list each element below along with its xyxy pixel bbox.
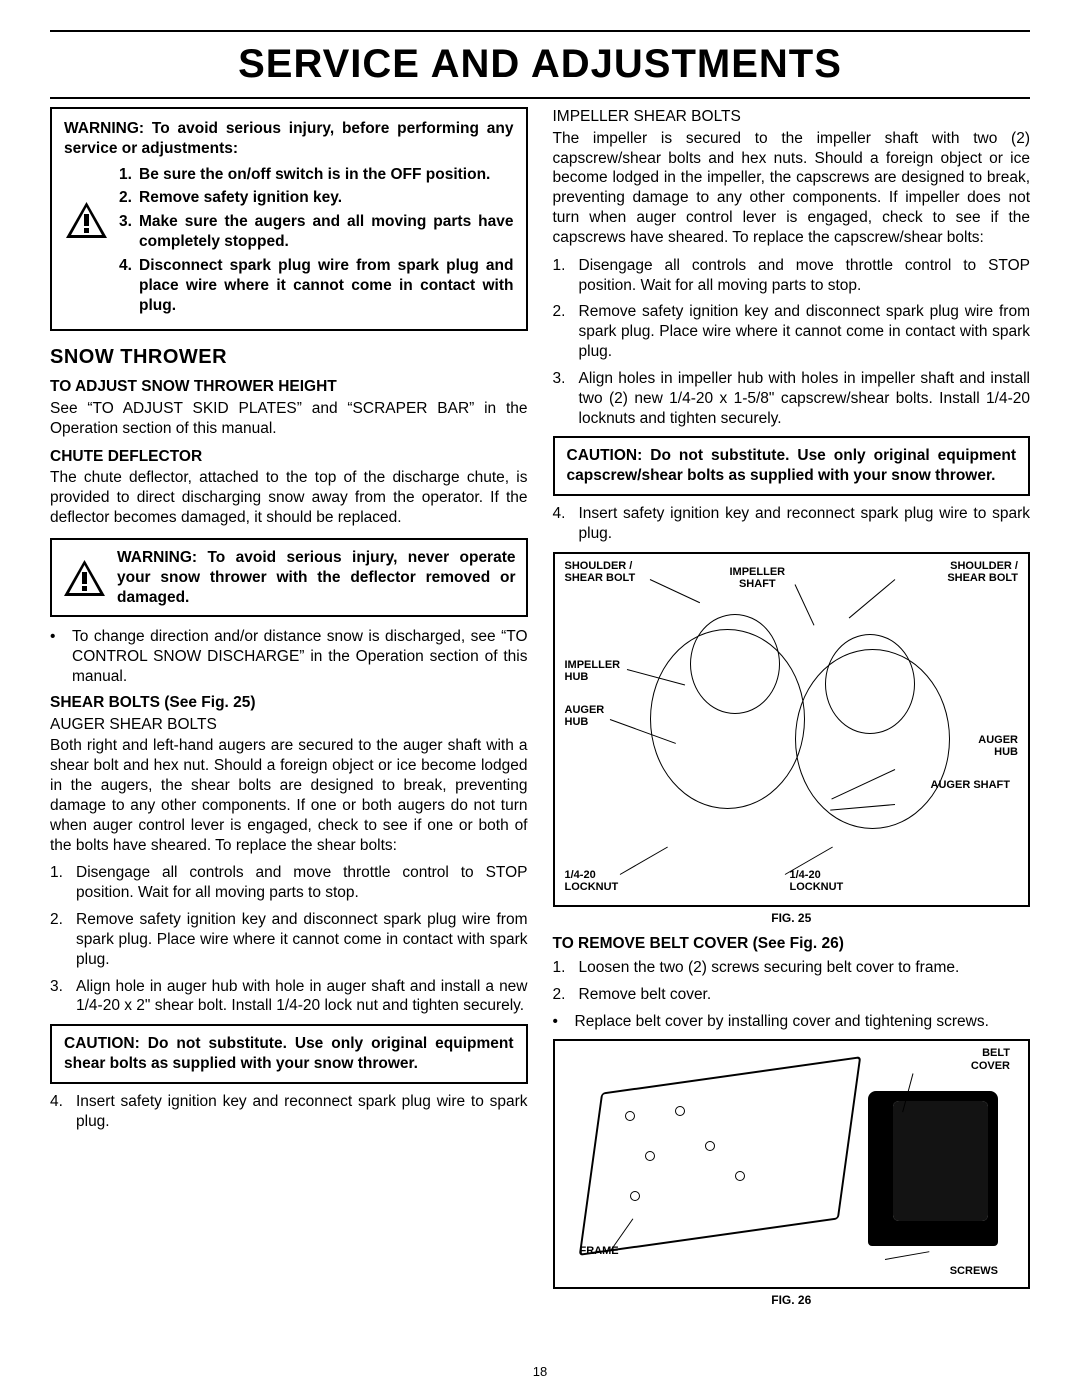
caution-box-1: CAUTION: Do not substitute. Use only ori…	[50, 1024, 528, 1084]
belt-step-1: Loosen the two (2) screws securing belt …	[579, 958, 960, 978]
caution-box-2: CAUTION: Do not substitute. Use only ori…	[553, 436, 1031, 496]
fig25-auger-hub-right-label: AUGER HUB	[978, 734, 1018, 758]
impeller-step-4: Insert safety ignition key and reconnect…	[579, 504, 1031, 544]
page-title: SERVICE AND ADJUSTMENTS	[50, 42, 1030, 87]
page-number: 18	[533, 1364, 547, 1379]
impeller-step-3: Align holes in impeller hub with holes i…	[579, 369, 1031, 428]
fig25-impeller-shaft-label: IMPELLER SHAFT	[730, 566, 786, 590]
impeller-step-2: Remove safety ignition key and disconnec…	[579, 302, 1031, 361]
warning-header: WARNING: To avoid serious injury, before…	[64, 119, 514, 159]
fig25-locknut-left-label: 1/4-20 LOCKNUT	[565, 869, 619, 893]
belt-step-2: Remove belt cover.	[579, 985, 712, 1005]
warn-item-3: Make sure the augers and all moving part…	[139, 212, 514, 252]
fig26-belt-cover-label: BELT COVER	[971, 1047, 1010, 1071]
change-direction-text: To change direction and/or distance snow…	[72, 627, 528, 686]
fig26-screws-label: SCREWS	[950, 1265, 998, 1277]
shear-step-2: Remove safety ignition key and disconnec…	[76, 910, 528, 969]
fig26-caption: FIG. 26	[553, 1293, 1031, 1308]
fig25-shoulder-left-label: SHOULDER / SHEAR BOLT	[565, 560, 636, 584]
shear-step-4: Insert safety ignition key and reconnect…	[76, 1092, 528, 1132]
auger-shear-body: Both right and left-hand augers are secu…	[50, 736, 528, 855]
shear-bolts-head: SHEAR BOLTS (See Fig. 25)	[50, 693, 528, 713]
warning-box-2: WARNING: To avoid serious injury, never …	[50, 538, 528, 617]
warning-icon	[64, 200, 109, 240]
warn-item-1: Be sure the on/off switch is in the OFF …	[139, 165, 490, 185]
figure-25: SHOULDER / SHEAR BOLT IMPELLER SHAFT SHO…	[553, 552, 1031, 907]
chute-deflector-body: The chute deflector, attached to the top…	[50, 468, 528, 527]
warn-item-4: Disconnect spark plug wire from spark pl…	[139, 256, 514, 315]
warning-2-text: WARNING: To avoid serious injury, never …	[117, 548, 516, 607]
snow-thrower-heading: SNOW THROWER	[50, 345, 528, 371]
fig25-auger-shaft-label: AUGER SHAFT	[931, 779, 1010, 791]
fig25-shoulder-right-label: SHOULDER / SHEAR BOLT	[947, 560, 1018, 584]
auger-shear-sub: AUGER SHEAR BOLTS	[50, 715, 528, 735]
fig25-caption: FIG. 25	[553, 911, 1031, 926]
adjust-height-head: TO ADJUST SNOW THROWER HEIGHT	[50, 377, 528, 397]
warn-item-2: Remove safety ignition key.	[139, 188, 342, 208]
belt-cover-head: TO REMOVE BELT COVER (See Fig. 26)	[553, 934, 1031, 954]
left-column: WARNING: To avoid serious injury, before…	[50, 107, 528, 1309]
chute-deflector-head: CHUTE DEFLECTOR	[50, 447, 528, 467]
warning-box-1: WARNING: To avoid serious injury, before…	[50, 107, 528, 331]
right-column: IMPELLER SHEAR BOLTS The impeller is sec…	[553, 107, 1031, 1309]
impeller-step-1: Disengage all controls and move throttle…	[579, 256, 1031, 296]
shear-step-1: Disengage all controls and move throttle…	[76, 863, 528, 903]
fig25-auger-hub-left-label: AUGER HUB	[565, 704, 605, 728]
impeller-body: The impeller is secured to the impeller …	[553, 129, 1031, 248]
fig25-impeller-hub-label: IMPELLER HUB	[565, 659, 621, 683]
figure-26: BELT COVER FRAME SCREWS	[553, 1039, 1031, 1289]
warning-icon	[62, 558, 107, 598]
impeller-head: IMPELLER SHEAR BOLTS	[553, 107, 1031, 127]
fig25-locknut-right-label: 1/4-20 LOCKNUT	[790, 869, 844, 893]
belt-bullet: Replace belt cover by installing cover a…	[575, 1012, 989, 1032]
adjust-height-body: See “TO ADJUST SKID PLATES” and “SCRAPER…	[50, 399, 528, 439]
shear-step-3: Align hole in auger hub with hole in aug…	[76, 977, 528, 1017]
